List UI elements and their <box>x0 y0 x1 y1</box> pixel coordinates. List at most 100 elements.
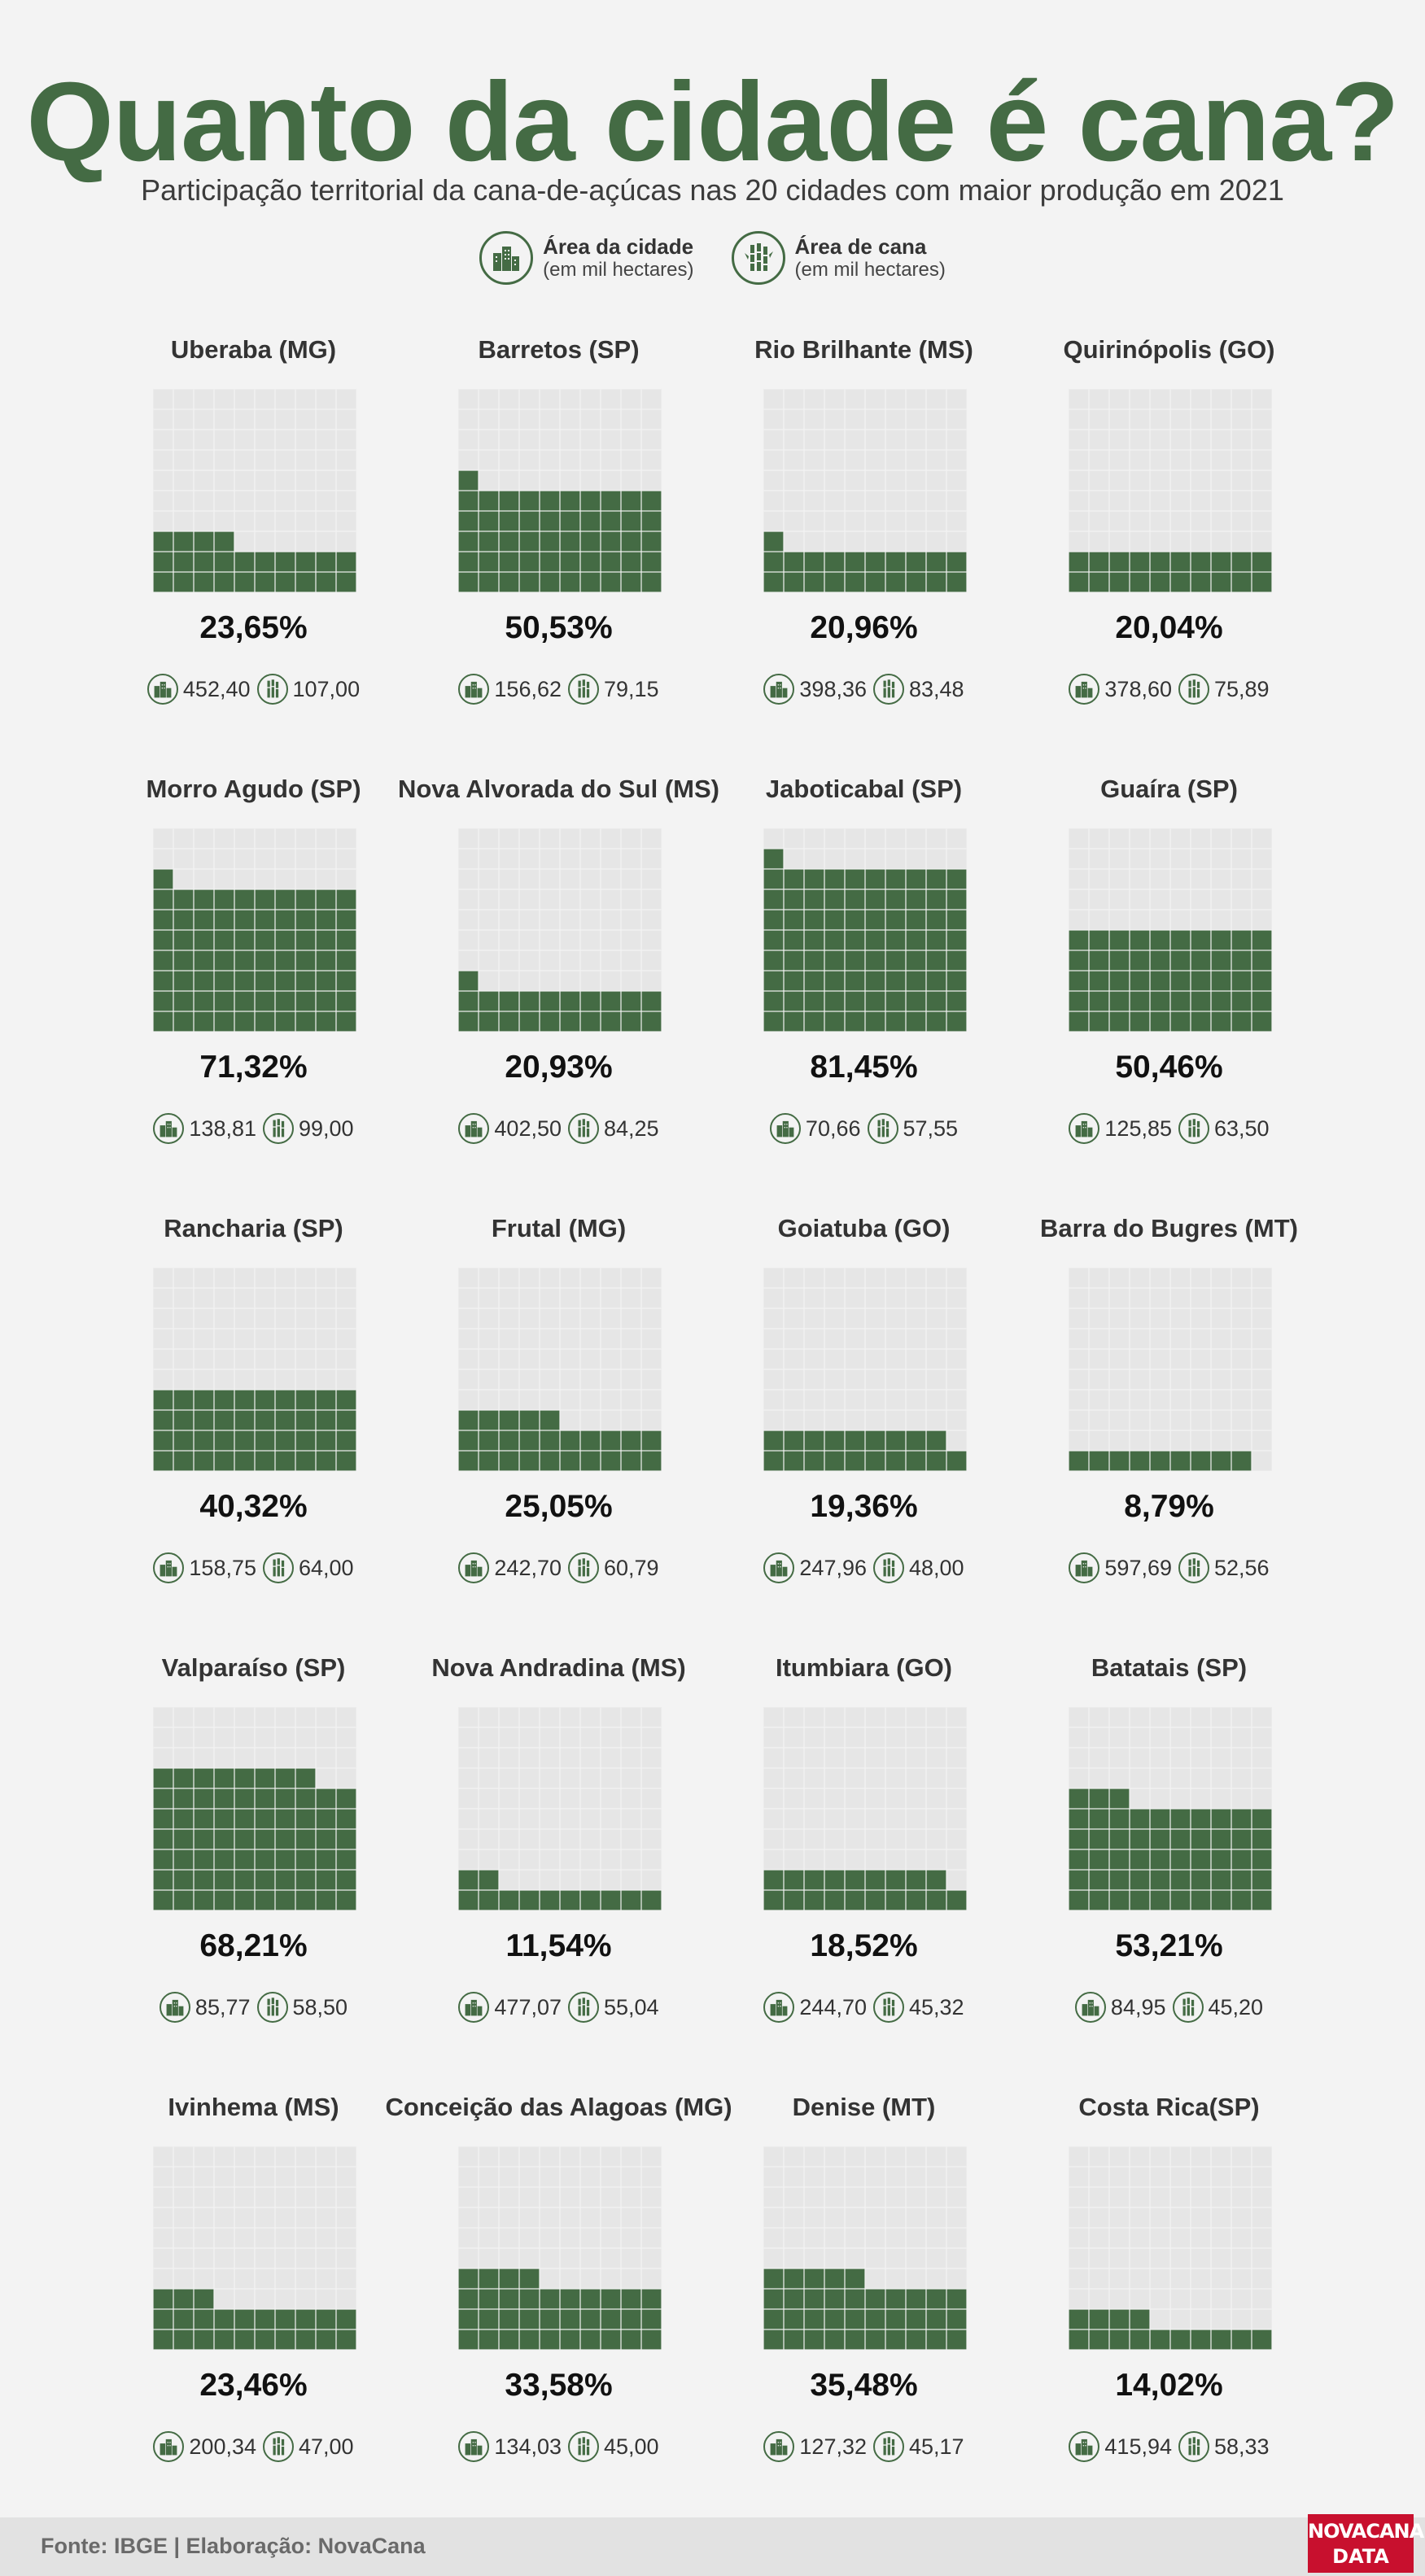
waffle-cell-filled <box>255 1451 275 1471</box>
waffle-cell-empty <box>458 1768 479 1788</box>
waffle-cell-empty <box>1231 1329 1252 1349</box>
waffle-cell-empty <box>1211 2146 1231 2167</box>
waffle-cell-empty <box>458 1849 479 1870</box>
waffle-cell-empty <box>845 2248 865 2268</box>
waffle-cell-empty <box>173 1707 194 1727</box>
waffle-cell-empty <box>479 430 499 450</box>
waffle-cell-filled <box>1231 1890 1252 1910</box>
waffle-cell-empty <box>885 491 906 511</box>
waffle-cell-empty <box>1231 2248 1252 2268</box>
waffle-cell-empty <box>1211 531 1231 552</box>
waffle-cell-empty <box>1252 1369 1272 1390</box>
waffle-cell-filled <box>804 572 824 592</box>
waffle-cell-empty <box>926 1288 946 1308</box>
waffle-cell-empty <box>824 2248 845 2268</box>
waffle-cell-filled <box>275 552 295 572</box>
cane-area-value: 60,79 <box>604 1555 659 1580</box>
waffle-cell-empty <box>641 1748 662 1768</box>
waffle-cell-empty <box>1191 1788 1211 1809</box>
waffle-cell-empty <box>519 1870 540 1890</box>
waffle-cell-empty <box>865 1748 885 1768</box>
waffle-cell-filled <box>1231 930 1252 950</box>
waffle-cell-empty <box>824 1410 845 1430</box>
waffle-cell-filled <box>824 889 845 910</box>
waffle-cell-filled <box>1089 2329 1109 2350</box>
waffle-cell-empty <box>194 450 214 470</box>
waffle-cell-empty <box>641 1809 662 1829</box>
waffle-cell-empty <box>641 869 662 889</box>
waffle-cell-empty <box>336 2207 356 2228</box>
waffle-cell-filled <box>316 1809 336 1829</box>
waffle-cell-empty <box>804 2146 824 2167</box>
waffle-cell-filled <box>1170 971 1191 991</box>
waffle-cell-filled <box>173 971 194 991</box>
waffle-cell-filled <box>621 1451 641 1471</box>
waffle-cell-empty <box>865 1788 885 1809</box>
waffle-cell-empty <box>173 2207 194 2228</box>
waffle-cell-empty <box>560 2228 580 2248</box>
waffle-cell-filled <box>194 1430 214 1451</box>
waffle-cell-filled <box>255 1788 275 1809</box>
waffle-cell-empty <box>153 1349 173 1369</box>
waffle-cell-empty <box>560 1349 580 1369</box>
cane-share-percent: 68,21% <box>199 1928 308 1963</box>
waffle-cell-filled <box>173 1829 194 1849</box>
waffle-cell-empty <box>540 1329 560 1349</box>
waffle-cell-empty <box>763 1288 784 1308</box>
city-name: Costa Rica(SP) <box>1078 2093 1260 2121</box>
waffle-cell-empty <box>1109 430 1130 450</box>
waffle-cell-empty <box>1109 2289 1130 2309</box>
waffle-cell-filled <box>1089 1870 1109 1890</box>
waffle-cell-filled <box>824 572 845 592</box>
waffle-cell-filled <box>153 950 173 971</box>
waffle-cell-empty <box>458 1308 479 1329</box>
city-area-value: 125,85 <box>1104 1116 1172 1141</box>
area-stats: 156,62 79,15 <box>406 674 711 705</box>
waffle-cell-empty <box>845 1788 865 1809</box>
waffle-cell-filled <box>1109 2309 1130 2329</box>
waffle-cell-empty <box>621 389 641 409</box>
waffle-cell-empty <box>214 2289 234 2309</box>
city-panel: Quirinópolis (GO) 20,04% 378,60 75,89 <box>1016 334 1322 773</box>
waffle-cell-empty <box>275 2268 295 2289</box>
waffle-cell-empty <box>1109 450 1130 470</box>
waffle-cell-empty <box>560 1809 580 1829</box>
waffle-cell-empty <box>906 2268 926 2289</box>
cane-area-stat: 60,79 <box>568 1552 659 1583</box>
waffle-cell-filled <box>906 910 926 930</box>
waffle-cell-empty <box>1211 1410 1231 1430</box>
waffle-cell-empty <box>479 1390 499 1410</box>
waffle-cell-empty <box>906 1369 926 1390</box>
waffle-cell-empty <box>295 2268 316 2289</box>
waffle-cell-empty <box>560 1849 580 1870</box>
waffle-cell-empty <box>1252 2289 1272 2309</box>
cane-area-value: 99,00 <box>299 1116 354 1141</box>
waffle-cell-empty <box>214 2248 234 2268</box>
waffle-cell-filled <box>845 2289 865 2309</box>
waffle-cell-empty <box>234 2167 255 2187</box>
waffle-cell-filled <box>1109 1809 1130 1829</box>
waffle-cell-empty <box>763 1349 784 1369</box>
waffle-cell-filled <box>865 889 885 910</box>
waffle-cell-filled <box>1252 1011 1272 1032</box>
waffle-cell-empty <box>1211 2167 1231 2187</box>
waffle-cell-filled <box>316 971 336 991</box>
waffle-cell-empty <box>560 828 580 849</box>
waffle-cell-empty <box>1170 849 1191 869</box>
waffle-cell-empty <box>1231 511 1252 531</box>
waffle-cell-empty <box>316 409 336 430</box>
waffle-cell-empty <box>153 828 173 849</box>
waffle-cell-filled <box>194 1849 214 1870</box>
waffle-cell-filled <box>560 1430 580 1451</box>
waffle-cell-empty <box>275 531 295 552</box>
waffle-cell-filled <box>580 991 601 1011</box>
waffle-cell-empty <box>906 389 926 409</box>
waffle-cell-filled <box>1069 572 1089 592</box>
waffle-cell-filled <box>1109 930 1130 950</box>
waffle-cell-empty <box>865 1707 885 1727</box>
city-panel: Jaboticabal (SP) 81,45% 70,66 57,55 <box>711 773 1016 1212</box>
waffle-cell-empty <box>275 849 295 869</box>
waffle-cell-empty <box>499 389 519 409</box>
waffle-cell-empty <box>885 1410 906 1430</box>
waffle-cell-empty <box>885 1268 906 1288</box>
